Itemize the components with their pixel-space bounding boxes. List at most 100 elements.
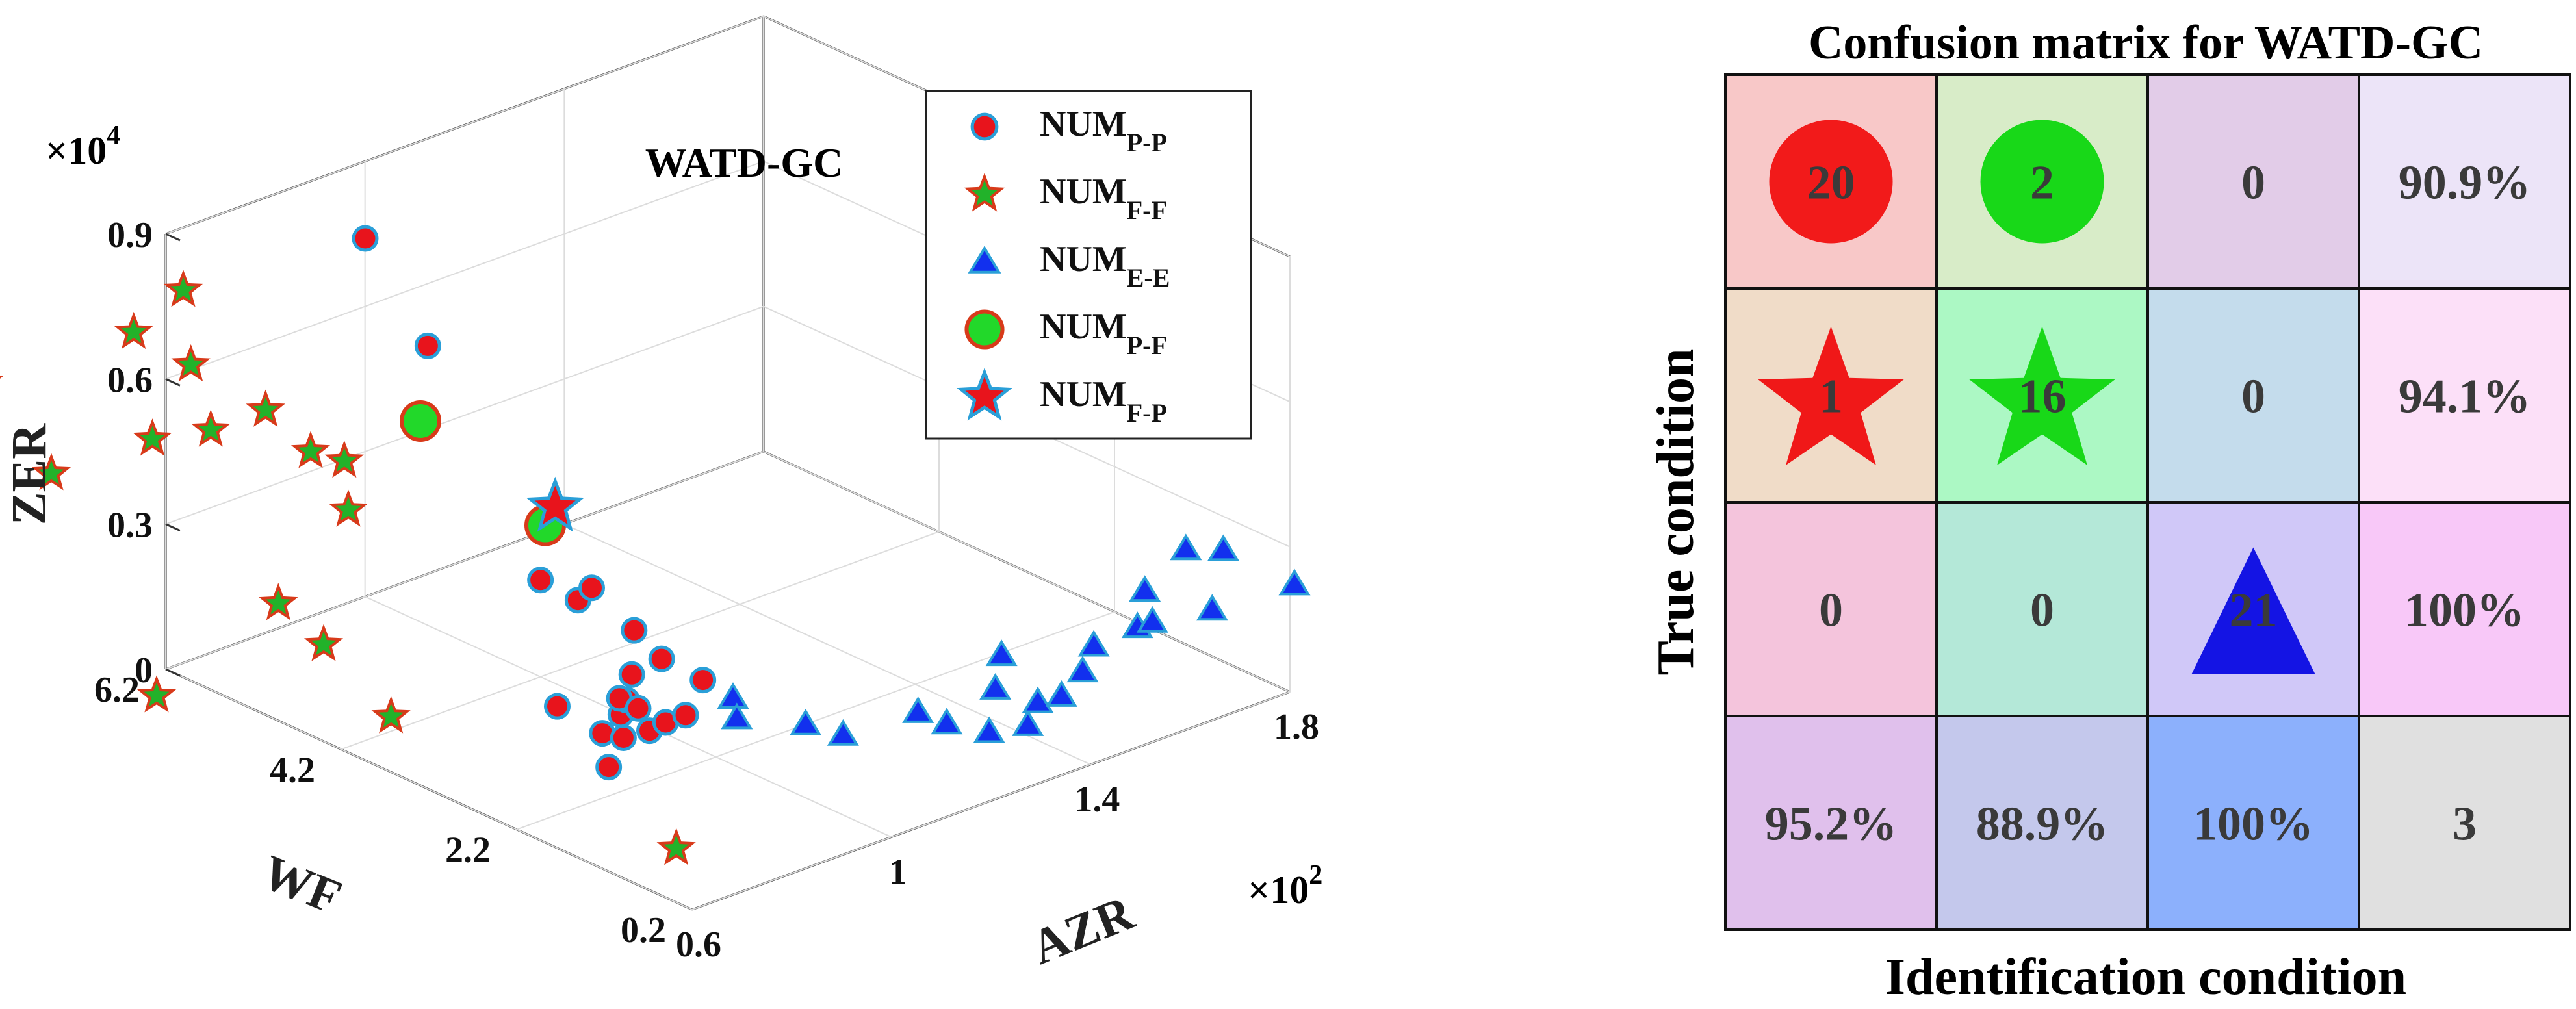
legend-marker-f-f <box>964 173 1005 212</box>
legend-label: NUMF-F <box>1040 172 1167 225</box>
point-f-f <box>114 311 153 350</box>
point-p-p <box>648 645 675 672</box>
point-e-e <box>902 696 934 723</box>
matrix-cell-value: 20 <box>1807 157 1855 210</box>
z-tick-mark <box>165 233 181 242</box>
point-f-f <box>290 431 331 468</box>
point-e-e <box>1136 606 1168 633</box>
matrix-cell-bg <box>1935 715 2149 931</box>
x-axis-label: AZR <box>1024 885 1142 975</box>
x-tick-label: 1 <box>889 852 907 892</box>
point-e-e <box>1022 686 1054 713</box>
z-exponent-base: ×10 <box>45 129 107 172</box>
grid-line <box>516 611 1115 830</box>
point-e-e <box>1045 680 1078 707</box>
point-p-p <box>689 667 717 694</box>
point-f-f <box>371 696 411 734</box>
matrix-cell: 20 <box>1724 73 1938 290</box>
point-e-e <box>721 702 753 730</box>
point-p-p <box>610 724 637 751</box>
grid-line <box>165 669 693 910</box>
grid-line <box>691 691 1291 910</box>
point-e-e <box>1077 630 1110 657</box>
y-tick-label: 2.2 <box>445 830 491 871</box>
legend-label-sub: F-F <box>1127 196 1167 225</box>
grid-line <box>563 523 1091 765</box>
point-p-p <box>595 754 623 781</box>
point-p-p <box>672 702 699 729</box>
matrix-cell-value: 1 <box>1819 370 1843 424</box>
matrix-x-label: Identification condition <box>1885 949 2406 1006</box>
matrix-cell-bg <box>1724 287 1938 504</box>
point-e-e <box>979 672 1012 700</box>
tick-labels: 0 0.3 0.6 0.9 0.6 1 1.4 1.8 0.2 2.2 4.2 6.2 <box>94 215 1319 965</box>
z-tick-mark <box>165 523 181 532</box>
matrix-cell-value: 88.9% <box>1976 798 2109 851</box>
point-f-f <box>133 418 172 456</box>
matrix-cell: 0 <box>1935 501 2149 717</box>
matrix-cell-bg <box>1935 287 2149 504</box>
matrix-cell: 94.1% <box>2358 287 2571 504</box>
matrix-cell-value: 95.2% <box>1765 798 1898 851</box>
x-exponent-power: 2 <box>1309 860 1322 890</box>
legend-marker-p-f <box>964 309 1005 350</box>
y-tick-label: 0.2 <box>621 910 666 951</box>
cell-circle-icon <box>1769 120 1893 244</box>
point-p-p <box>414 332 441 359</box>
x-exponent: ×102 <box>1248 860 1322 912</box>
grid-line <box>165 305 764 525</box>
grid-line <box>165 160 764 380</box>
point-f-f <box>328 489 368 527</box>
point-p-p <box>625 695 652 722</box>
point-e-e <box>1278 568 1311 596</box>
matrix-cell-bg <box>2146 715 2360 931</box>
z-axis-label: ZER <box>2 423 57 525</box>
z-exponent-power: 4 <box>107 121 120 151</box>
matrix-y-label: True condition <box>1647 348 1705 675</box>
point-f-f <box>656 828 696 865</box>
matrix-cell-bg <box>2146 501 2360 717</box>
z-tick-label: 0.6 <box>107 360 153 400</box>
point-e-e <box>827 719 859 746</box>
point-p-p <box>352 225 379 252</box>
matrix-cell-bg <box>2358 501 2571 717</box>
point-e-e <box>1196 594 1228 621</box>
point-f-f <box>136 675 177 713</box>
matrix-cell: 100% <box>2146 715 2360 931</box>
legend-marker-p-p <box>970 112 999 141</box>
matrix-cell: 0 <box>2146 73 2360 290</box>
matrix-cell: 0 <box>2146 287 2360 504</box>
matrix-cell: 0 <box>1724 501 1938 717</box>
point-p-p <box>527 567 554 594</box>
cell-circle-icon <box>1980 120 2104 244</box>
matrix-cell: 88.9% <box>1935 715 2149 931</box>
point-e-e <box>931 708 963 735</box>
point-e-e <box>790 708 822 735</box>
matrix-cell-value: 0 <box>2241 157 2265 210</box>
point-e-e <box>985 639 1018 667</box>
legend-marker-f-p <box>957 367 1012 421</box>
grid-line <box>165 451 764 670</box>
point-p-p <box>618 661 645 688</box>
matrix-cells: 20 2 0 90.9%1 16 0 94.1%0 0 21 100%95.2% 88.9% 100%… <box>1724 73 2571 931</box>
cell-star-icon <box>1758 326 1904 465</box>
matrix-cell-value: 94.1% <box>2399 370 2531 424</box>
point-p-p <box>578 574 605 602</box>
point-e-e <box>1012 709 1044 736</box>
point-f-f <box>163 270 203 307</box>
x-tick-label: 1.8 <box>1274 707 1319 747</box>
matrix-cell-bg <box>1724 715 1938 931</box>
grid-line <box>763 451 1291 693</box>
legend-label-sub: E-E <box>1127 263 1170 292</box>
grid-line <box>165 16 764 235</box>
z-tick-label: 0.3 <box>107 505 153 546</box>
z-tick-label: 0.9 <box>107 215 153 255</box>
matrix-cell-bg <box>2358 73 2571 290</box>
point-e-e <box>717 682 749 709</box>
point-p-f <box>400 400 441 442</box>
legend-label-sub: P-F <box>1127 331 1167 360</box>
matrix-cell: 100% <box>2358 501 2571 717</box>
matrix-cell: 95.2% <box>1724 715 1938 931</box>
matrix-cell-value: 0 <box>1819 584 1843 637</box>
